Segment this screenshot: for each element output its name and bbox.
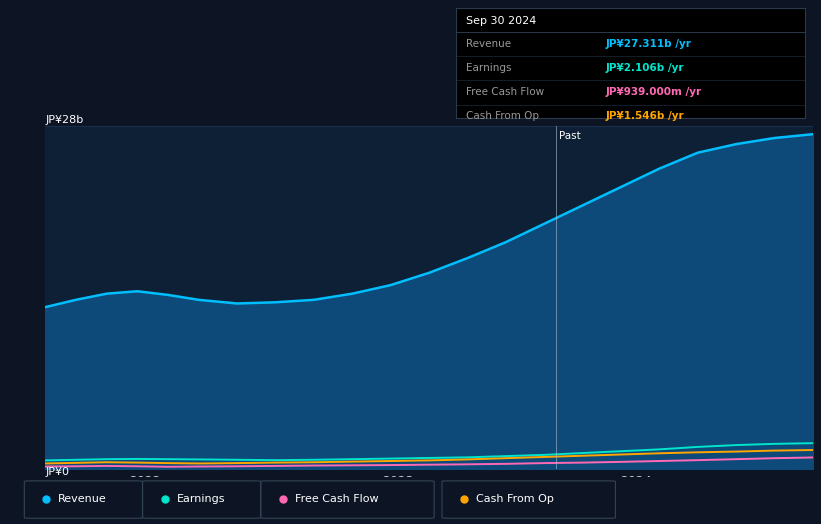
Text: JP¥0: JP¥0 [45, 467, 69, 477]
Text: Cash From Op: Cash From Op [476, 494, 554, 504]
Text: JP¥939.000m /yr: JP¥939.000m /yr [606, 87, 702, 97]
Text: JP¥2.106b /yr: JP¥2.106b /yr [606, 63, 684, 73]
Text: Earnings: Earnings [177, 494, 225, 504]
Text: Earnings: Earnings [466, 63, 511, 73]
Text: Past: Past [559, 131, 581, 141]
Text: JP¥27.311b /yr: JP¥27.311b /yr [606, 39, 691, 49]
Text: JP¥1.546b /yr: JP¥1.546b /yr [606, 111, 685, 121]
Text: Free Cash Flow: Free Cash Flow [466, 87, 544, 97]
Text: Revenue: Revenue [466, 39, 511, 49]
Text: Sep 30 2024: Sep 30 2024 [466, 16, 536, 26]
Text: JP¥28b: JP¥28b [45, 115, 84, 125]
Text: Cash From Op: Cash From Op [466, 111, 539, 121]
Text: Free Cash Flow: Free Cash Flow [295, 494, 378, 504]
Text: Revenue: Revenue [58, 494, 107, 504]
